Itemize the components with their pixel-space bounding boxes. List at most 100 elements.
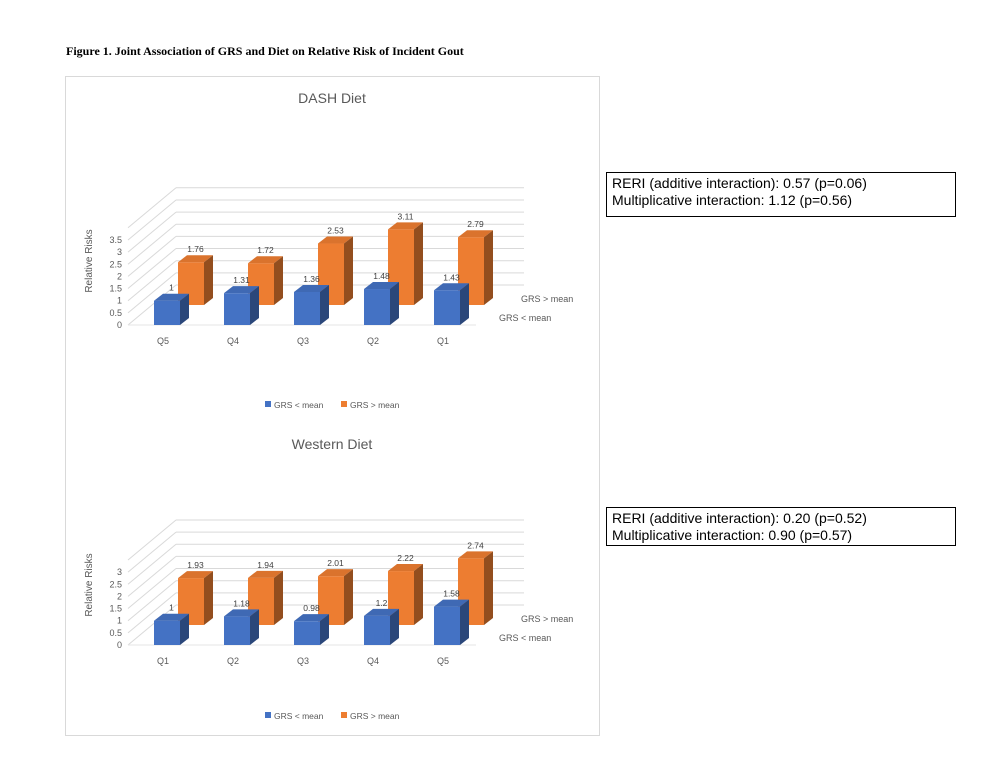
western-grid-diag: [127, 580, 177, 622]
dash-grid-diag: [127, 199, 177, 241]
western-category-label-q4: Q4: [367, 656, 379, 666]
dash-category-label-q3: Q3: [297, 336, 309, 346]
dash-legend-label-high: GRS > mean: [350, 400, 400, 410]
western-bar-low-q5-side: [460, 599, 469, 645]
dash-label-low-q5: 1: [169, 283, 174, 293]
dash-bar-high-q3-side: [344, 236, 353, 305]
western-bar-high-q2-side: [274, 570, 283, 625]
dash-depth-label-high: GRS > mean: [521, 294, 573, 304]
western-bar-low-q4-top: [364, 608, 399, 616]
western-category-label-q3: Q3: [297, 656, 309, 666]
western-depth-label-low: GRS < mean: [499, 633, 551, 643]
western-legend-swatch-high: [341, 712, 347, 718]
dash-interaction-note: RERI (additive interaction): 0.57 (p=0.0…: [606, 172, 956, 217]
western-bar-low-q2: [224, 616, 250, 645]
dash-y-tick-label: 0: [117, 320, 122, 330]
western-bar-high-q2-top: [248, 570, 283, 578]
dash-label-low-q3: 1.36: [303, 274, 320, 284]
dash-y-tick-label: 1: [117, 296, 122, 306]
western-bar-high-q5-top: [458, 551, 493, 559]
dash-label-low-q4: 1.31: [233, 275, 250, 285]
western-bar-low-q3-top: [294, 614, 329, 622]
western-bar-low-q5-top: [434, 599, 469, 607]
western-bar-low-q4-side: [390, 608, 399, 645]
western-bar-high-q3-top: [318, 569, 353, 577]
dash-grid-diag: [127, 187, 177, 229]
western-label-low-q1: 1: [169, 603, 174, 613]
dash-bar-low-q2-top: [364, 282, 399, 290]
western-bar-high-q4-top: [388, 564, 423, 572]
dash-bar-low-q4: [224, 293, 250, 325]
western-bar-low-q4: [364, 615, 390, 645]
dash-legend-swatch-low: [265, 401, 271, 407]
western-label-low-q2: 1.18: [233, 598, 250, 608]
western-bar-low-q3-side: [320, 614, 329, 645]
western-legend-label-low: GRS < mean: [274, 711, 324, 721]
dash-label-high-q2: 3.11: [398, 211, 414, 221]
dash-bar-high-q2-side: [414, 222, 423, 305]
western-y-tick-label: 0: [117, 640, 122, 650]
western-label-high-q3: 2.01: [327, 558, 344, 568]
dash-label-low-q2: 1.48: [373, 271, 390, 281]
western-category-label-q2: Q2: [227, 656, 239, 666]
dash-label-high-q1: 2.79: [467, 219, 484, 229]
dash-bar-high-q5-side: [204, 255, 213, 305]
figure-title: Figure 1. Joint Association of GRS and D…: [66, 44, 464, 58]
dash-legend-label-low: GRS < mean: [274, 400, 324, 410]
western-label-low-q4: 1.2: [376, 598, 388, 608]
dash-category-label-q4: Q4: [227, 336, 239, 346]
western-bar-high-q1-top: [178, 571, 213, 579]
dash-bar-high-q4-top: [248, 256, 283, 264]
western-label-high-q4: 2.22: [397, 553, 414, 563]
dash-bar-low-q1-side: [460, 283, 469, 325]
dash-bar-low-q3: [294, 291, 320, 325]
western-label-low-q3: 0.98: [303, 603, 320, 613]
western-category-label-q5: Q5: [437, 656, 449, 666]
western-y-tick-label: 1.5: [109, 604, 122, 614]
dash-bar-high-q5-top: [178, 255, 213, 263]
dash-bar-low-q4-side: [250, 286, 259, 325]
western-bar-high-q1-side: [204, 571, 213, 625]
western-reri-text: RERI (additive interaction): 0.20 (p=0.5…: [612, 510, 867, 526]
western-y-tick-label: 1: [117, 616, 122, 626]
western-grid-diag: [127, 568, 177, 609]
dash-bar-low-q3-side: [320, 284, 329, 325]
western-diet-chart-svg: Western Diet Relative Risks 0 0.5 1 1.5 2 2.5 3 1…: [84, 436, 573, 721]
dash-y-tick-label: 2.5: [109, 259, 122, 269]
dash-bar-high-q4-side: [274, 256, 283, 305]
western-chart-title: Western Diet: [292, 436, 373, 452]
western-depth-label-high: GRS > mean: [521, 614, 573, 624]
dash-bar-low-q3-top: [294, 284, 329, 292]
dash-bar-low-q1: [434, 290, 460, 325]
western-bar-low-q3: [294, 621, 320, 645]
dash-grid-diag: [127, 272, 177, 314]
dash-multiplicative-text: Multiplicative interaction: 1.12 (p=0.56…: [612, 192, 853, 208]
western-label-high-q5: 2.74: [467, 540, 484, 550]
dash-y-tick-label: 1.5: [109, 284, 122, 294]
dash-y-tick-label: 2: [117, 271, 122, 281]
western-bar-low-q1-side: [180, 613, 189, 645]
dash-grid-diag: [127, 284, 177, 326]
dash-bar-low-q2: [364, 289, 390, 325]
western-y-tick-label: 2: [117, 591, 122, 601]
western-label-low-q5: 1.58: [443, 589, 460, 599]
western-interaction-note: RERI (additive interaction): 0.20 (p=0.5…: [606, 507, 956, 546]
western-multiplicative-text: Multiplicative interaction: 0.90 (p=0.57…: [612, 527, 853, 543]
dash-diet-chart: DASH Diet Relative Risks 0 0.5 1 1.5 2 2.5 3 3.5 1…: [65, 76, 600, 425]
western-grid-diag: [127, 604, 177, 646]
dash-bar-high-q3-top: [318, 236, 353, 244]
dash-y-tick-label: 0.5: [109, 308, 122, 318]
dash-bar-high-q1-top: [458, 230, 493, 238]
western-legend-swatch-low: [265, 712, 271, 718]
dash-grid-diag: [127, 236, 177, 277]
dash-label-high-q4: 1.72: [257, 245, 274, 255]
western-y-tick-label: 2.5: [109, 579, 122, 589]
dash-y-axis-label: Relative Risks: [84, 229, 95, 292]
dash-category-label-q1: Q1: [437, 336, 449, 346]
western-bar-high-q5-side: [484, 551, 493, 625]
western-grid-diag: [127, 519, 177, 561]
dash-label-high-q3: 2.53: [327, 226, 344, 236]
dash-grid-diag: [127, 260, 177, 302]
dash-bar-low-q5-top: [154, 293, 189, 301]
